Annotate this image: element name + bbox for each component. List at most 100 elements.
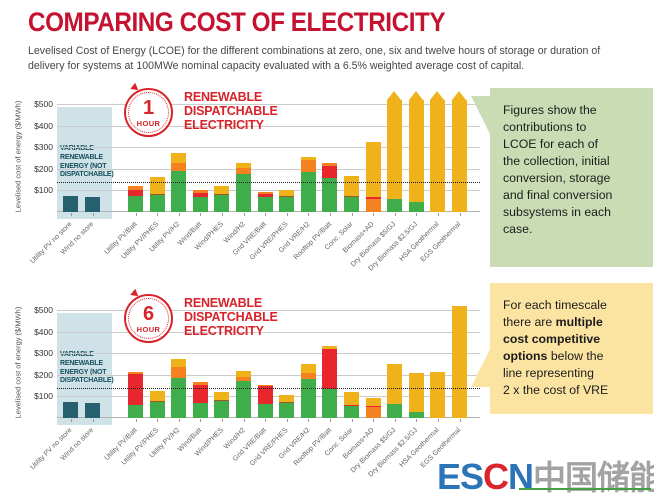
y-tick-label: $400 [34,120,53,131]
bar-segment-yellow [452,305,467,418]
bar-segment-orange [257,384,273,386]
bar-segment-yellow [171,359,187,368]
x-tick [329,213,331,216]
bar-segment-yellow [387,99,403,200]
bar-segment-red [365,406,381,408]
x-tick [70,213,72,216]
bar-segment-yellow [214,392,230,401]
gridline-400 [57,331,480,333]
x-tick [286,213,288,216]
clock-unit: HOUR [136,325,161,334]
bar-segment-teal [63,196,78,212]
page-subtitle: Levelised Cost of Energy (LCOE) for the … [28,45,601,72]
bar-segment-yellow [322,345,338,349]
bar-segment-orange [322,163,338,166]
bar-wind-phes [214,186,230,212]
bar-segment-green [149,194,165,212]
x-tick [351,213,353,216]
bar-segment-green [257,196,273,212]
bar-rooftop-pv-batt [322,163,338,212]
x-tick [308,213,310,216]
bar-dry-biomass-5-gj [387,364,403,418]
bar-segment-red [344,404,359,406]
bar-wind-no-store [85,403,100,418]
plot-area-6hour: VARIABLE RENEWABLE ENERGY (NOT DISPATCHA… [29,305,480,479]
bar-conc-solar [344,392,359,418]
bar-segment-green [128,404,143,418]
bar-segment-yellow [344,176,359,196]
y-axis-title: Levelised cost of energy ($/MWh) [13,100,23,213]
bar-dry-biomass-2-5-gj [408,99,424,212]
bar-segment-orange [128,371,143,374]
bar-segment-orange [365,198,381,212]
header: COMPARING COST OF ELECTRICITY Levelised … [28,7,648,74]
logo-letters-es: ES [437,456,484,497]
bar-segment-teal [63,402,78,418]
x-category-label: EGS Geothermal [340,426,463,470]
gridline-100 [57,190,480,192]
x-tick [178,213,180,216]
bar-utility-pv-phes [149,177,165,212]
bar-grid-vre-phes [279,189,295,212]
chart-6-hour: Levelised cost of energy ($/MWh) VARIABL… [0,288,492,492]
x-tick [459,419,461,422]
bar-segment-brown [149,401,165,403]
bar-segment-red [128,189,143,196]
bar-egs-geothermal [452,305,467,418]
bar-segment-orange [236,167,251,174]
x-tick [243,419,245,422]
y-tick-label: $500 [34,305,53,315]
bar-utility-pv-batt [128,371,143,418]
bar-wind-h2 [236,370,251,418]
x-tick [221,419,223,422]
bar-segment-yellow [149,390,165,402]
bar-rooftop-pv-batt [322,345,338,418]
clock-badge-1-hour: 1 HOUR [124,82,173,137]
callout-cost-competitive: For each timescale there are multiple co… [471,283,653,414]
bar-utility-pv-h2 [171,153,187,212]
bar-dry-biomass-5-gj [387,99,403,212]
bar-segment-green [214,195,230,212]
bar-segment-yellow [344,392,359,405]
bar-segment-yellow [430,99,446,212]
bar-segment-orange [257,191,273,194]
gridline-300 [57,353,480,355]
bar-segment-orange [192,382,208,385]
logo-letter-c: C [483,456,509,497]
logo-letter-n: N [508,456,534,497]
x-tick [437,419,439,422]
vre-x2-reference-line [57,387,480,389]
bar-segment-yellow [236,370,251,377]
bar-grid-vre-h2 [300,363,316,418]
bar-segment-yellow [214,186,230,195]
bar-segment-red [322,165,338,178]
bar-hsa-geothermal [430,99,446,212]
bar-segment-red [192,384,208,403]
bar-segment-teal [85,197,100,212]
x-tick [200,419,202,422]
bar-segment-green [128,195,143,212]
gridline-300 [57,147,480,149]
bar-segment-orange [192,189,208,193]
callout-tail [471,96,490,134]
callout-tail [471,349,490,387]
bar-segment-yellow [387,364,403,405]
bar-segment-yellow [430,371,446,418]
callout-text-pre: For each timescale there are [503,298,607,329]
chart-1-hour: Levelised cost of energy ($/MWh) VARIABL… [0,82,492,286]
bar-utility-pv-no-store [63,196,78,212]
bar-segment-yellow [452,99,467,212]
bar-segment-green [387,199,403,212]
y-tick-label: $200 [34,163,53,174]
clock-badge-6-hour: 6 HOUR [124,288,173,343]
callout-text-bold: multiple cost competitive options [503,314,603,363]
bar-grid-vre-batt [257,384,273,418]
clock-number: 1 [142,97,155,119]
x-tick [416,213,418,216]
bar-hsa-geothermal [430,371,446,418]
clock-arrow-icon [130,82,141,94]
bar-segment-orange [300,373,316,379]
gridline-500 [57,310,480,311]
bar-segment-green [279,403,295,418]
x-tick [416,419,418,422]
